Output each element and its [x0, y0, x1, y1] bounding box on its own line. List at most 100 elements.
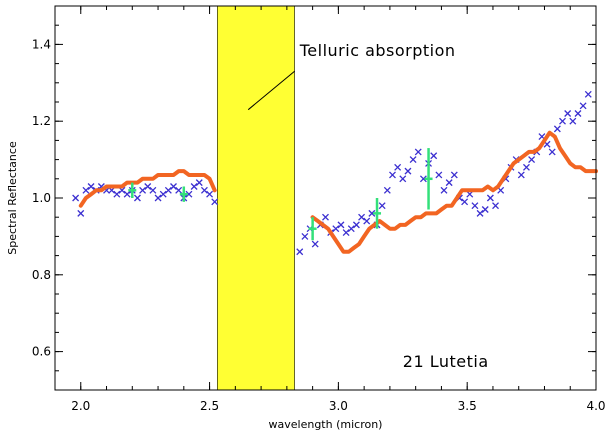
observed-point	[389, 171, 396, 179]
y-tick-label: 0.8	[32, 268, 51, 282]
observed-point	[445, 179, 453, 187]
telluric-band	[217, 5, 295, 391]
observed-marker-stroke	[569, 117, 577, 125]
observed-point	[476, 209, 484, 217]
observed-marker-stroke	[363, 217, 371, 225]
observed-point	[363, 217, 371, 225]
observed-point	[164, 186, 172, 194]
observed-point	[296, 248, 304, 256]
observed-marker-stroke	[440, 186, 448, 194]
observed-point	[342, 229, 350, 237]
observed-point	[347, 225, 355, 233]
observed-marker-stroke	[77, 209, 85, 217]
observed-point	[332, 225, 340, 233]
observed-marker-stroke	[347, 225, 355, 233]
observed-point	[492, 202, 499, 210]
observed-marker-stroke	[149, 186, 157, 194]
observed-marker-stroke	[352, 221, 360, 229]
y-tick-label: 1.2	[32, 114, 51, 128]
observed-marker-stroke	[476, 209, 484, 217]
observed-marker-stroke	[87, 183, 95, 190]
observed-marker-stroke	[419, 175, 427, 183]
observed-point	[352, 221, 360, 229]
observed-point	[409, 156, 417, 164]
y-tick-label: 0.6	[32, 345, 51, 359]
observed-marker-stroke	[211, 198, 219, 206]
observed-marker-stroke	[450, 171, 458, 179]
observed-marker-stroke	[445, 179, 453, 187]
observed-marker-stroke	[383, 186, 391, 194]
observed-marker-stroke	[574, 110, 582, 117]
observed-marker-stroke	[133, 194, 141, 202]
x-tick-label: 2.5	[200, 399, 219, 413]
observed-point	[77, 209, 85, 217]
x-tick-label: 4.0	[586, 399, 605, 413]
observed-marker-stroke	[164, 186, 172, 194]
x-axis-title: wavelength (micron)	[269, 418, 383, 431]
error-bar	[424, 148, 433, 210]
observed-marker-stroke	[322, 213, 329, 221]
observed-marker-stroke	[296, 248, 304, 256]
observed-marker-stroke	[154, 194, 162, 202]
observed-marker-stroke	[394, 163, 402, 171]
observed-marker-stroke	[579, 102, 587, 110]
error-bar	[128, 182, 137, 198]
observed-marker-stroke	[200, 186, 208, 194]
observed-point	[82, 186, 90, 194]
observed-marker-stroke	[301, 232, 309, 240]
observed-marker-stroke	[358, 213, 366, 221]
observed-point	[471, 202, 479, 210]
observed-marker-stroke	[123, 190, 131, 198]
observed-marker-stroke	[414, 148, 422, 156]
observed-point	[185, 190, 193, 198]
observed-marker-stroke	[378, 202, 386, 210]
observed-point	[211, 198, 219, 206]
observed-point	[200, 186, 208, 194]
observed-marker-stroke	[553, 125, 561, 133]
observed-marker-stroke	[538, 133, 546, 141]
observed-point	[139, 186, 147, 194]
observed-marker-stroke	[368, 209, 376, 217]
observed-point	[154, 194, 162, 202]
observed-point	[564, 110, 572, 117]
observed-marker-stroke	[337, 221, 345, 229]
observed-point	[399, 175, 407, 183]
y-tick-label: 1.4	[32, 37, 51, 51]
observed-point	[404, 167, 412, 175]
observed-marker-stroke	[517, 171, 525, 179]
observed-marker-stroke	[342, 229, 350, 237]
observed-point	[87, 183, 95, 190]
observed-marker-stroke	[399, 175, 407, 183]
observed-marker-stroke	[584, 90, 592, 98]
observed-point	[414, 148, 422, 156]
observed-point	[383, 186, 391, 194]
observed-point	[559, 117, 566, 125]
observed-marker-stroke	[195, 179, 203, 187]
observed-point	[337, 221, 345, 229]
observed-marker-stroke	[332, 225, 340, 233]
observed-point	[522, 163, 530, 171]
observed-point	[569, 117, 577, 125]
observed-point	[584, 90, 592, 98]
observed-marker-stroke	[72, 194, 80, 202]
observed-marker-stroke	[170, 183, 177, 190]
observed-point	[358, 213, 366, 221]
object-label: 21 Lutetia	[403, 352, 489, 371]
observed-marker-stroke	[548, 148, 556, 156]
observed-marker-stroke	[543, 140, 551, 148]
observed-marker-stroke	[185, 190, 193, 198]
observed-point	[206, 190, 214, 198]
observed-marker-stroke	[175, 186, 183, 194]
observed-point	[461, 198, 469, 206]
observed-marker-stroke	[522, 163, 530, 171]
observed-point	[435, 171, 443, 179]
observed-point	[440, 186, 448, 194]
observed-marker-stroke	[492, 202, 499, 210]
observed-marker-stroke	[404, 167, 412, 175]
observed-point	[311, 240, 319, 248]
observed-point	[72, 194, 80, 202]
observed-marker-stroke	[159, 190, 167, 198]
error-bar	[308, 217, 317, 241]
model-line	[78, 169, 217, 208]
